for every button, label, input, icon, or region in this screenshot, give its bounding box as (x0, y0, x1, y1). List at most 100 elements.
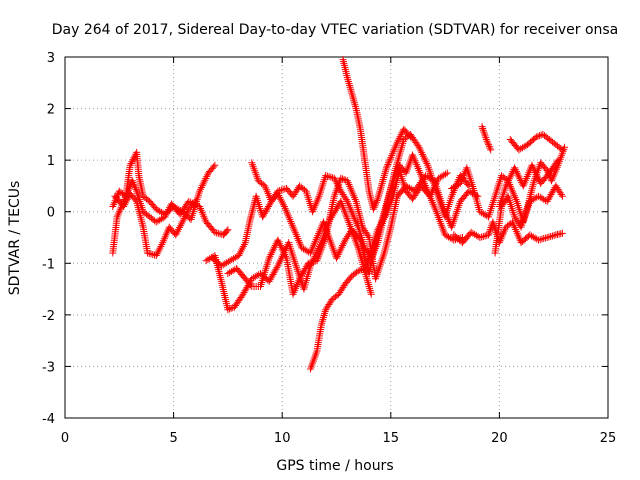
data-point-marker (532, 170, 540, 178)
y-axis-label: SDTVAR / TECUs (7, 181, 23, 296)
data-point-marker (338, 243, 346, 251)
data-point-marker (346, 274, 354, 282)
data-point-marker (309, 258, 317, 266)
data-point-marker (197, 185, 205, 193)
data-point-marker (273, 264, 281, 272)
data-point-marker (350, 99, 358, 107)
data-point-marker (418, 149, 426, 157)
data-point-marker (537, 131, 545, 139)
data-point-marker (533, 172, 541, 180)
data-point-marker (481, 130, 489, 138)
axis-ticks: 0 5 10 15 20 25 -4 -3 -2 -1 0 1 2 3 (42, 51, 616, 446)
data-point-marker (516, 175, 524, 183)
data-point-marker (131, 182, 139, 190)
data-point-marker (365, 281, 373, 289)
x-tick-label: 10 (274, 431, 291, 446)
data-point-marker (347, 85, 355, 93)
data-point-marker (478, 123, 486, 131)
data-point-marker (339, 240, 347, 248)
data-point-marker (197, 183, 205, 191)
data-point-marker (367, 290, 375, 298)
data-point-marker (547, 232, 555, 240)
data-point-marker (342, 196, 350, 204)
data-point-marker (325, 173, 333, 181)
data-point-marker (356, 266, 364, 274)
data-point-marker (486, 144, 494, 152)
data-point-marker (132, 185, 140, 193)
data-point-marker (420, 154, 428, 162)
data-point-marker (270, 245, 278, 253)
data-point-marker (531, 169, 539, 177)
y-tick-label: 3 (47, 51, 55, 66)
data-point-marker (515, 173, 523, 181)
data-point-marker (421, 156, 429, 164)
plot-frame (64, 56, 609, 419)
data-point-marker (528, 161, 536, 169)
data-point-marker (548, 232, 556, 240)
data-point-marker (350, 97, 358, 105)
data-point-marker (354, 267, 362, 275)
data-point-marker (534, 236, 542, 244)
data-point-marker (512, 167, 520, 175)
data-point-marker (318, 319, 326, 327)
data-point-marker (319, 315, 327, 323)
data-point-marker (426, 192, 434, 200)
data-point-marker (554, 156, 562, 164)
data-point-marker (280, 249, 288, 257)
data-point-marker (385, 157, 393, 165)
data-point-marker (198, 182, 206, 190)
data-point-marker (224, 306, 232, 314)
data-point-marker (214, 229, 222, 237)
data-point-marker (349, 93, 357, 101)
data-point-marker (370, 203, 378, 211)
data-point-marker (223, 227, 231, 235)
data-point-marker (364, 279, 372, 287)
data-point-marker (531, 167, 539, 175)
data-point-marker (502, 182, 510, 190)
data-point-marker (558, 229, 566, 237)
data-point-marker (306, 259, 314, 267)
data-point-marker (553, 158, 561, 166)
data-point-marker (345, 79, 353, 87)
data-point-marker (333, 254, 340, 262)
data-point-marker (353, 221, 361, 229)
data-point-marker (344, 76, 352, 84)
data-point-marker (348, 91, 356, 99)
data-point-marker (432, 180, 440, 188)
data-point-marker (372, 200, 380, 208)
data-point-marker (478, 233, 486, 241)
data-point-marker (351, 216, 359, 224)
data-point-marker (144, 249, 152, 257)
data-point-marker (529, 163, 537, 171)
data-point-marker (128, 177, 136, 185)
data-point-marker (557, 191, 565, 199)
data-point-marker (381, 170, 389, 178)
data-point-marker (506, 173, 514, 181)
data-point-marker (276, 187, 284, 195)
data-point-marker (376, 185, 384, 193)
data-point-marker (131, 196, 139, 204)
data-point-marker (357, 266, 365, 274)
data-point-marker (505, 175, 513, 183)
data-point-marker (336, 247, 344, 255)
data-point-marker (333, 252, 341, 260)
data-point-marker (375, 189, 383, 197)
data-point-marker (417, 147, 425, 155)
data-point-marker (308, 258, 316, 266)
data-point-marker (346, 83, 354, 91)
data-point-marker (376, 187, 384, 195)
data-point-marker (486, 227, 494, 235)
x-axis-label: GPS time / hours (276, 458, 393, 474)
data-point-marker (337, 174, 345, 182)
data-point-marker (484, 139, 492, 147)
data-point-marker (130, 180, 138, 188)
data-series (450, 218, 566, 247)
data-point-marker (465, 182, 473, 190)
data-point-marker (430, 183, 438, 191)
data-point-marker (406, 133, 414, 141)
data-point-marker (545, 233, 553, 241)
data-point-marker (352, 218, 360, 226)
data-point-marker (375, 191, 383, 199)
y-tick-label: -3 (42, 360, 55, 375)
data-point-marker (191, 197, 199, 205)
